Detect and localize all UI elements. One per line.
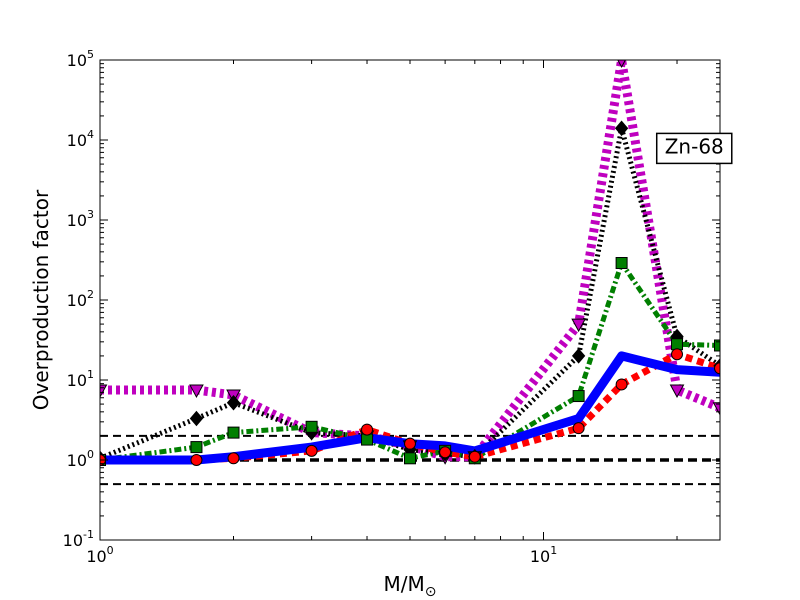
data-point-s2-1 [190,441,203,454]
data-point-s0-1 [189,384,204,399]
data-point-s1-1 [189,410,204,427]
y-axis-label: Overproduction factor [29,189,53,410]
data-point-s3-7 [468,450,481,463]
plot-background [100,60,720,540]
annotation-frame [655,132,733,165]
data-point-s1-9 [614,120,629,137]
data-point-s2-3 [305,420,318,433]
data-point-s3-8 [572,422,585,435]
data-point-s0-9 [617,60,626,69]
data-point-s3-5 [404,437,416,450]
y-tick-label-0: 10-1 [63,528,94,550]
data-point-s3-10 [671,348,684,361]
data-point-s0-8 [571,318,586,333]
data-point-s3-6 [439,446,452,459]
annotation-label: Zn-68 [665,134,724,158]
data-point-s1-8 [571,348,586,364]
axis-ticks [99,59,720,541]
data-point-s3-2 [227,452,240,465]
data-point-s3-1 [190,454,203,466]
data-point-s0-10 [669,384,685,399]
series-line-1 [100,125,720,461]
x-axis-label: M/M⊙ [384,572,437,600]
y-tick-label-5: 104 [67,128,94,150]
y-tick-label-3: 102 [67,288,94,310]
y-tick-label-6: 105 [67,48,94,70]
data-point-s2-8 [572,390,585,403]
data-point-s3-9 [615,378,628,391]
data-point-s1-2 [226,394,241,411]
series-line-4 [100,351,720,465]
data-point-s3-4 [361,423,374,436]
x-tick-label-0: 100 [86,544,113,566]
y-tick-label-2: 101 [67,368,94,390]
data-point-s2-2 [227,426,240,439]
data-point-s2-4 [361,433,374,446]
data-point-s2-10 [671,338,684,351]
y-tick-label-4: 103 [67,208,94,230]
y-tick-label-1: 100 [67,448,94,470]
x-axis-label-subscript: ⊙ [425,584,437,600]
data-point-s2-9 [615,257,628,270]
series-markers [100,60,720,467]
data-point-s3-3 [305,444,318,457]
series-lines [100,60,720,465]
annotation-box: Zn-68 [655,132,733,165]
series-line-2 [100,260,720,463]
data-point-s2-5 [404,452,416,465]
data-point-s2-11 [714,339,720,352]
x-tick-label-1: 101 [530,544,557,566]
data-point-s3-11 [714,362,720,375]
